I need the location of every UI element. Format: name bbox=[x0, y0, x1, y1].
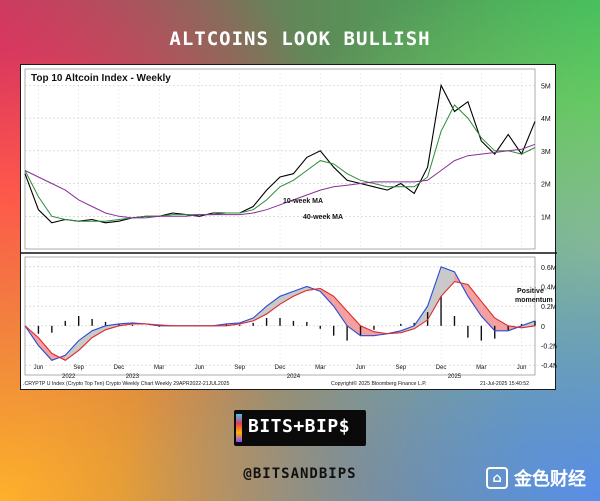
brand-logo: BITS+BIP$ bbox=[234, 410, 366, 446]
watermark: ⌂ 金色财经 bbox=[486, 465, 586, 491]
social-handle: @BITSANDBIPS bbox=[243, 466, 357, 482]
ma10-line bbox=[24, 104, 536, 222]
bottom-y-tick-label: -0.2M bbox=[541, 344, 557, 351]
x-month-label: Jun bbox=[517, 365, 527, 371]
footer-source: .CRYPTP U Index (Crypto Top Ten) Crypto … bbox=[23, 381, 230, 387]
logo-text: BITS+BIP$ bbox=[248, 416, 351, 437]
top-y-tick-label: 3M bbox=[541, 149, 551, 156]
bottom-y-tick-label: 0.6M bbox=[541, 265, 557, 272]
x-month-label: Jun bbox=[195, 365, 205, 371]
momentum-fill-up bbox=[266, 296, 280, 315]
x-year-label: 2022 bbox=[62, 374, 76, 380]
momentum-fill-up bbox=[280, 291, 294, 305]
bottom-y-tick-label: -0.4M bbox=[541, 363, 557, 370]
logo-stripe bbox=[236, 414, 242, 442]
x-month-label: Mar bbox=[476, 365, 486, 371]
momentum-fill-up bbox=[293, 286, 307, 297]
annotation-momentum: momentum bbox=[515, 297, 553, 304]
x-month-label: Sep bbox=[73, 365, 84, 371]
momentum-fill-down bbox=[347, 311, 361, 336]
footer-timestamp: 21-Jul-2025 15:40:52 bbox=[480, 381, 529, 387]
momentum-fill-up bbox=[427, 266, 442, 320]
annotation-positive: Positive bbox=[517, 288, 544, 295]
x-year-label: 2025 bbox=[448, 374, 462, 380]
page-title: ALTCOINS LOOK BULLISH bbox=[169, 28, 431, 50]
x-month-label: Dec bbox=[436, 365, 447, 371]
x-month-label: Dec bbox=[114, 365, 125, 371]
top-y-tick-label: 2M bbox=[541, 182, 551, 189]
watermark-text: 金色财经 bbox=[514, 469, 586, 490]
signal-line-blue bbox=[24, 266, 536, 361]
momentum-fill-down bbox=[508, 325, 522, 331]
x-month-label: Dec bbox=[275, 365, 286, 371]
momentum-fill-up bbox=[65, 340, 79, 361]
bottom-y-tick-label: 0.4M bbox=[541, 285, 557, 292]
top-y-tick-label: 4M bbox=[541, 116, 551, 123]
momentum-fill-up bbox=[78, 330, 93, 351]
x-month-label: Jun bbox=[356, 365, 366, 371]
annotation-40-week-ma: 40-week MA bbox=[303, 214, 343, 221]
chart-card: 1M 2M 3M 4M 5M 0.6M 0.4M 0.2M 0 -0.2M -0.4M Jun Sep D… bbox=[20, 64, 557, 390]
price-line bbox=[24, 83, 536, 224]
momentum-fill-down bbox=[360, 325, 374, 336]
momentum-fill-down bbox=[38, 337, 52, 361]
momentum-fill-down bbox=[494, 317, 509, 331]
momentum-fill-down bbox=[333, 296, 348, 326]
watermark-logo-icon: ⌂ bbox=[486, 467, 508, 489]
momentum-fill-down bbox=[481, 301, 495, 331]
x-month-label: Mar bbox=[315, 365, 325, 371]
momentum-fill-up bbox=[92, 325, 106, 338]
x-month-label: Sep bbox=[395, 365, 406, 371]
annotation-10-week-ma: 10-week MA bbox=[283, 198, 323, 205]
x-month-label: Sep bbox=[234, 365, 245, 371]
x-year-label: 2023 bbox=[126, 374, 140, 380]
signal-line-red bbox=[24, 280, 536, 361]
footer-copyright: Copyright© 2025 Bloomberg Finance L.P. bbox=[331, 380, 426, 387]
chart-svg: 1M 2M 3M 4M 5M 0.6M 0.4M 0.2M 0 -0.2M -0.4M Jun Sep D… bbox=[21, 68, 557, 387]
x-month-label: Jun bbox=[34, 365, 44, 371]
momentum-fill-down bbox=[467, 284, 482, 316]
x-year-label: 2024 bbox=[287, 374, 301, 380]
top-y-tick-label: 5M bbox=[541, 83, 551, 90]
bottom-y-tick-label: 0 bbox=[541, 324, 545, 331]
top-y-tick-label: 1M bbox=[541, 214, 551, 221]
ma40-line bbox=[24, 143, 536, 219]
x-month-label: Mar bbox=[154, 365, 164, 371]
chart-title: Top 10 Altcoin Index - Weekly bbox=[31, 73, 171, 84]
bottom-y-tick-label: 0.2M bbox=[541, 304, 557, 311]
momentum-fill-up bbox=[441, 266, 455, 297]
